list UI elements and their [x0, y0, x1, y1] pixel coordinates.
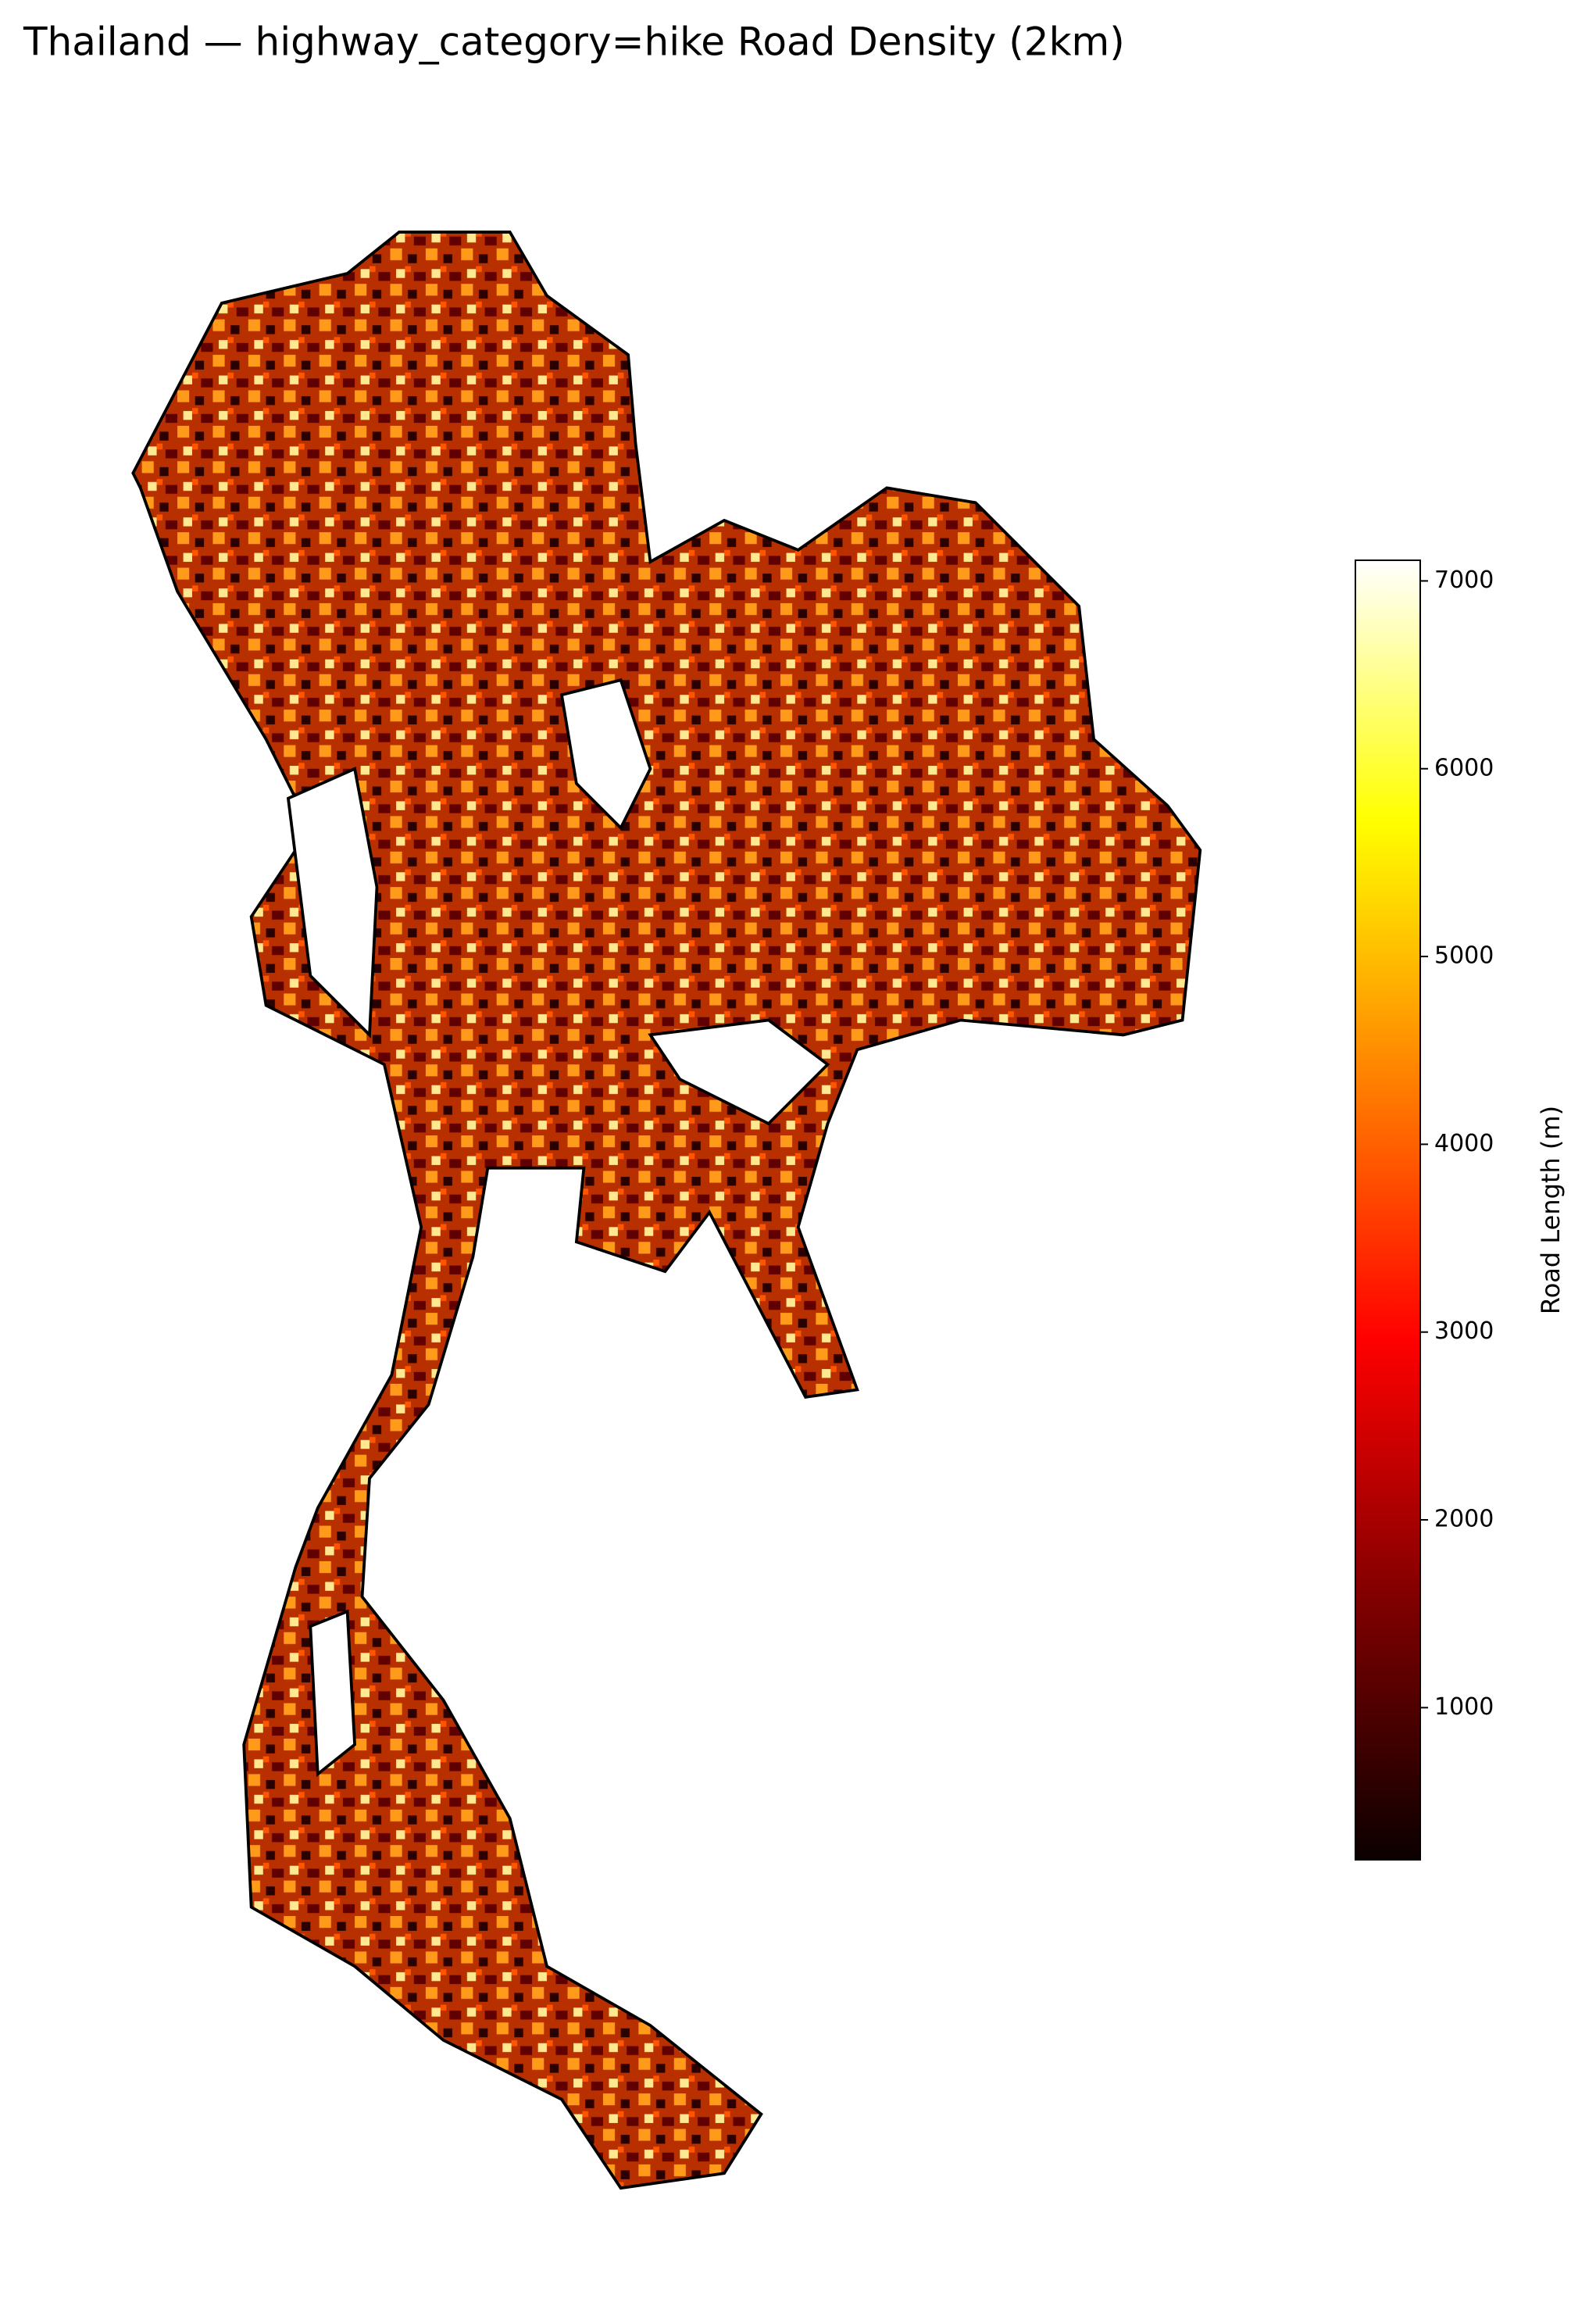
colorbar: 1000 2000 3000 4000 5000 6000 7000 Road Length … — [1355, 559, 1566, 1861]
map — [131, 231, 1202, 2190]
tick-label: 1000 — [1434, 1693, 1494, 1721]
gap — [648, 1018, 830, 1126]
colorbar-fill — [1355, 559, 1421, 1861]
country-area — [131, 231, 1202, 2190]
tick-label: 4000 — [1434, 1130, 1494, 1157]
tick-label: 2000 — [1434, 1506, 1494, 1533]
gap — [559, 678, 652, 831]
tick-label: 7000 — [1434, 567, 1494, 594]
colorbar-label: Road Length (m) — [1536, 1106, 1566, 1314]
gap — [286, 767, 379, 1038]
tick-label: 3000 — [1434, 1317, 1494, 1345]
title: Thailand — highway_category=hike Road De… — [23, 20, 1125, 65]
tick-label: 5000 — [1434, 942, 1494, 970]
tick-label: 6000 — [1434, 754, 1494, 781]
gap — [309, 1609, 357, 1778]
